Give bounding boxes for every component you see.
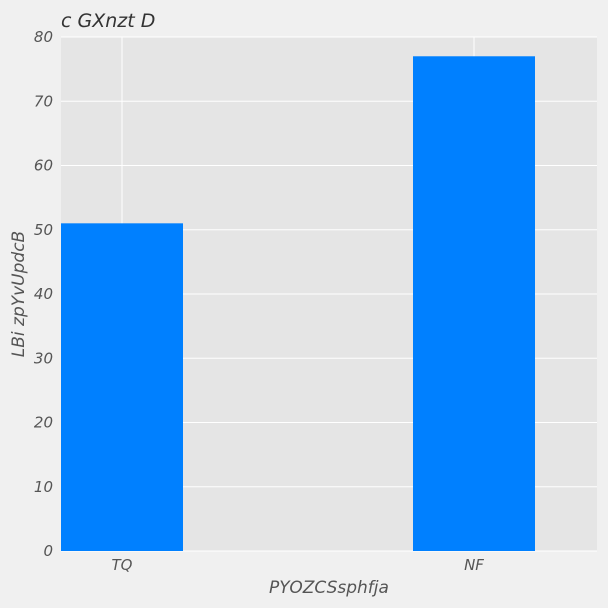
y-tick-label: 40 [34, 285, 53, 303]
chart-title: c GXnzt D [61, 10, 155, 32]
x-tick-label: NF [464, 556, 484, 574]
bar-nf [413, 56, 535, 552]
y-tick-label: 60 [34, 157, 53, 175]
x-axis-label: PYOZCSsphfja [269, 578, 389, 598]
y-tick-label: 30 [34, 349, 53, 367]
y-tick-label: 10 [34, 478, 53, 496]
x-axis-ticks: TQ NF [112, 556, 485, 574]
x-tick-label: TQ [112, 556, 133, 574]
y-tick-label: 50 [34, 221, 53, 239]
y-axis-ticks: 0 10 20 30 40 50 60 70 80 [34, 28, 53, 560]
y-tick-label: 70 [34, 92, 53, 110]
y-tick-label: 20 [34, 414, 53, 432]
y-tick-label: 0 [43, 542, 53, 560]
y-axis-label: LBi zpYvUpdcB [9, 231, 29, 357]
bar-tq [61, 223, 183, 551]
y-tick-label: 80 [34, 28, 53, 46]
bars [61, 56, 535, 552]
